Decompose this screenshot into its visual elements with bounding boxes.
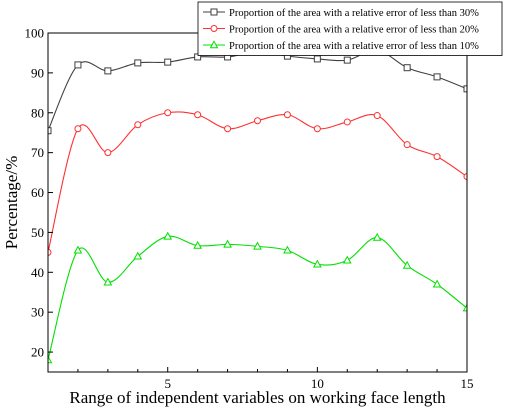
data-point-circle	[224, 125, 232, 133]
y-tick-label: 50	[31, 225, 44, 240]
y-tick-label: 90	[31, 65, 44, 80]
data-point-circle	[433, 153, 441, 161]
data-point-triangle	[402, 260, 412, 269]
ticks-layer: 20 30 40 50 60 70 80 90 100 5 10 15	[25, 26, 474, 392]
data-point-circle	[283, 111, 291, 119]
data-point-triangle	[223, 239, 232, 248]
y-tick-label: 30	[31, 305, 44, 320]
data-point-triangle	[48, 355, 53, 364]
data-point-square	[164, 58, 172, 66]
data-point-triangle	[342, 255, 352, 264]
data-point-square	[134, 59, 142, 67]
data-point-circle	[134, 121, 142, 129]
data-point-square	[403, 64, 411, 72]
series-2-line	[48, 111, 467, 253]
data-point-square	[343, 56, 351, 64]
data-point-circle	[403, 141, 411, 149]
data-point-circle	[254, 117, 261, 125]
data-point-triangle	[253, 241, 262, 250]
data-point-triangle	[283, 245, 292, 254]
x-tick-label: 10	[311, 376, 324, 391]
series-2	[48, 109, 467, 256]
data-point-circle	[373, 112, 381, 120]
y-tick-label: 70	[31, 145, 44, 160]
legend-label: Proportion of the area with a relative e…	[229, 8, 479, 19]
data-point-triangle	[133, 251, 143, 260]
data-point-circle	[48, 248, 52, 256]
data-point-circle	[164, 109, 172, 117]
y-tick-label: 100	[25, 26, 45, 41]
legend-label: Proportion of the area with a relative e…	[229, 41, 479, 52]
legend-label: Proportion of the area with a relative e…	[229, 25, 479, 36]
data-point-triangle	[163, 231, 173, 240]
data-point-square	[74, 61, 82, 69]
x-tick-label: 5	[164, 376, 171, 391]
y-axis-label: Percentage/%	[2, 156, 21, 249]
data-point-square	[463, 85, 467, 93]
legend-box	[197, 1, 503, 56]
series-3-line	[48, 235, 467, 361]
data-point-circle	[74, 125, 82, 133]
data-point-triangle	[372, 232, 382, 241]
y-tick-label: 20	[31, 345, 44, 360]
data-point-triangle	[193, 240, 202, 249]
data-point-circle	[194, 111, 202, 119]
legend-marker-triangle	[209, 40, 219, 49]
legend: Proportion of the area with a relative e…	[197, 1, 503, 56]
data-point-circle	[343, 118, 351, 126]
data-point-square	[313, 55, 321, 63]
x-axis-label: Range of independent variables on workin…	[69, 388, 446, 407]
y-tick-label: 60	[31, 185, 44, 200]
data-point-square	[104, 67, 112, 75]
data-point-circle	[313, 125, 321, 133]
data-point-triangle	[103, 277, 113, 286]
series-layer	[48, 46, 467, 364]
y-tick-label: 80	[31, 105, 44, 120]
data-point-triangle	[462, 303, 467, 312]
data-point-triangle	[313, 259, 322, 268]
data-point-square	[48, 127, 52, 135]
data-point-circle	[463, 173, 467, 181]
data-point-square	[433, 73, 441, 81]
plot-frame	[47, 32, 468, 373]
data-point-triangle	[432, 279, 442, 288]
legend-marker-square	[210, 8, 218, 16]
data-point-triangle	[73, 245, 83, 254]
series-3	[48, 231, 467, 364]
y-tick-label: 40	[31, 265, 44, 280]
x-tick-label: 15	[461, 376, 474, 391]
data-point-circle	[104, 149, 112, 157]
legend-marker-circle	[210, 25, 218, 32]
